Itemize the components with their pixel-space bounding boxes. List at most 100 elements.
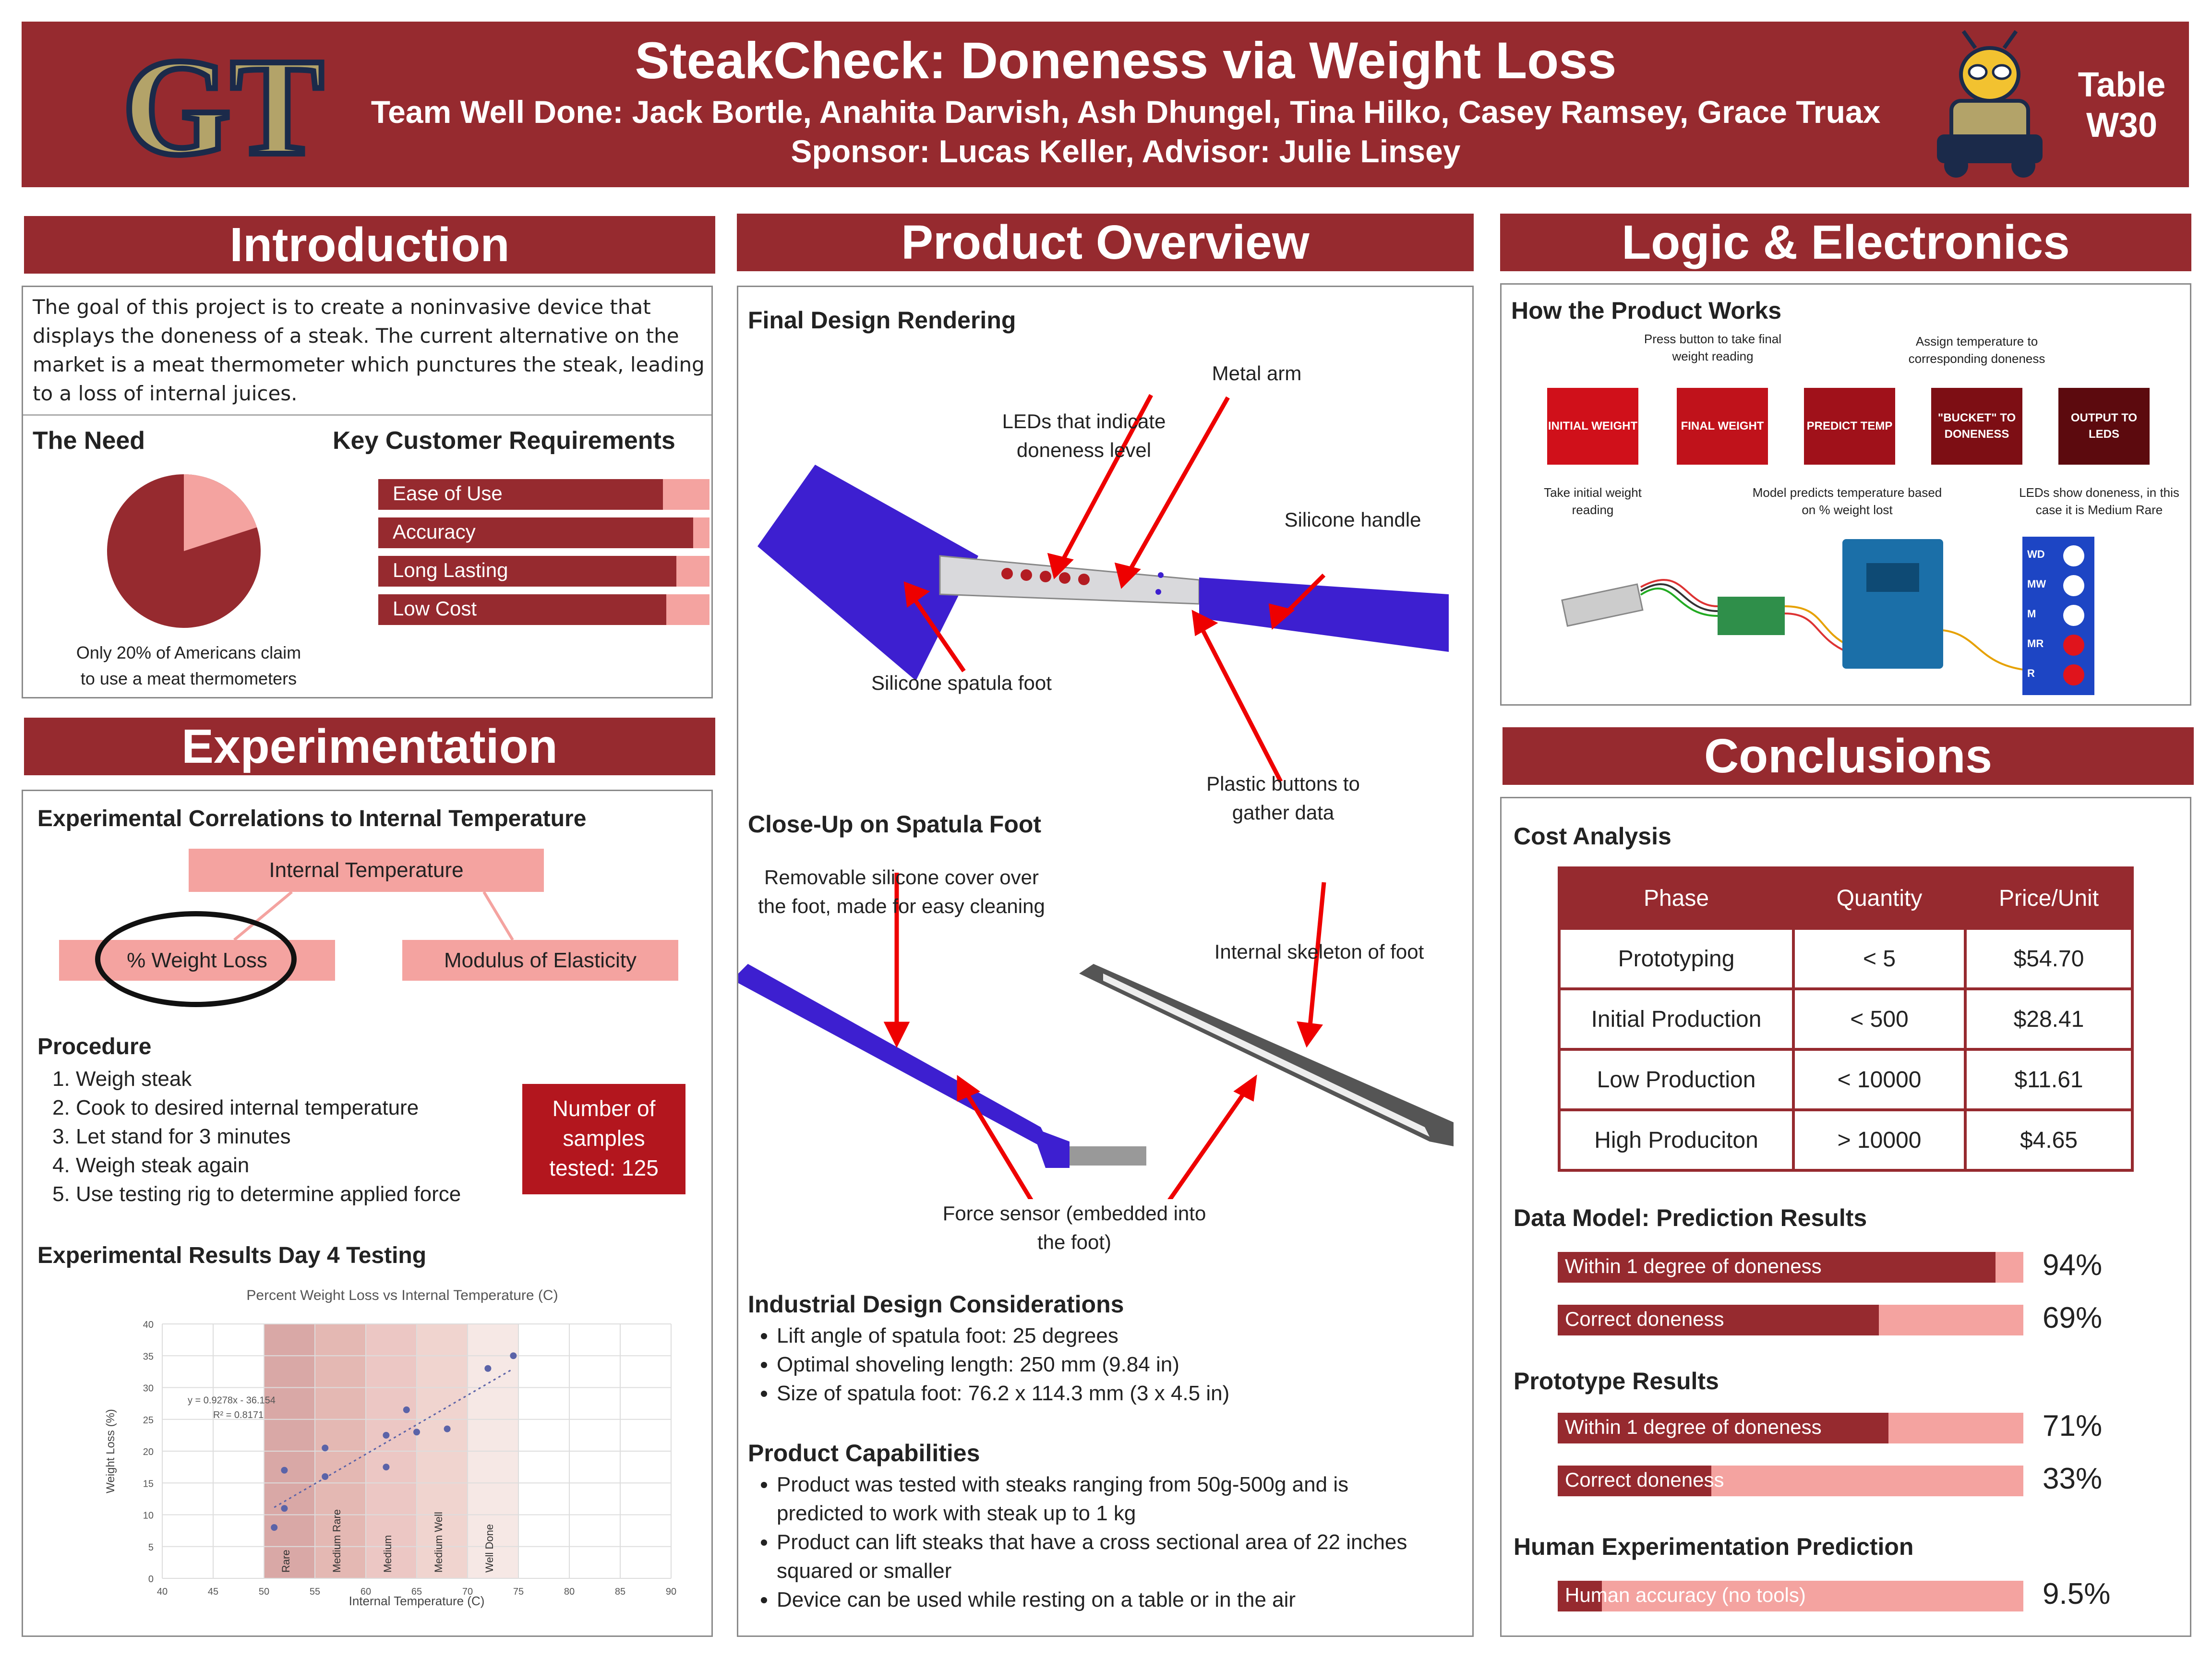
procedure-step: Weigh steak again (76, 1151, 517, 1180)
procedure-steps: Weigh steak Cook to desired internal tem… (37, 1065, 517, 1209)
led-dot (1059, 572, 1070, 584)
capabilities-title: Product Capabilities (748, 1440, 980, 1467)
result-bar-fill (1558, 1581, 1602, 1611)
modulus-box: Modulus of Elasticity (402, 940, 678, 981)
correlation-connectors (233, 890, 514, 941)
data-point (322, 1444, 329, 1452)
x-tick-label: 85 (615, 1587, 625, 1597)
trendline-r2: R² = 0.8171 (213, 1410, 264, 1420)
cost-table: Phase Quantity Price/Unit Prototyping < … (1558, 866, 2134, 1172)
mascot-icon (1937, 30, 2043, 178)
led-row: WD (2022, 541, 2094, 571)
led-indicator (2063, 575, 2084, 596)
req-title: Key Customer Requirements (333, 427, 675, 455)
band-label: Rare (280, 1550, 292, 1573)
led-indicator (2063, 545, 2084, 566)
led-indicator (2063, 635, 2084, 656)
label-cover: Removable silicone cover over the foot, … (758, 866, 1045, 917)
result-bar: Within 1 degree of doneness (1558, 1252, 2023, 1283)
svg-text:GT: GT (122, 31, 324, 175)
closeup-title: Close-Up on Spatula Foot (748, 811, 1042, 838)
data-point (403, 1406, 410, 1413)
sponsor-line: Sponsor: Lucas Keller, Advisor: Julie Li… (791, 133, 1461, 169)
y-tick-label: 15 (143, 1479, 154, 1489)
cost-cell: Low Production (1558, 1048, 1795, 1111)
cost-cell: $54.70 (1964, 927, 2134, 990)
y-tick-label: 5 (148, 1542, 154, 1553)
led-indicator (2063, 605, 2084, 626)
data-point (322, 1473, 329, 1480)
cost-cell: < 10000 (1792, 1048, 1967, 1111)
x-tick-label: 90 (666, 1587, 676, 1597)
data-point (383, 1431, 390, 1439)
table-row: Low Production < 10000 $11.61 (1558, 1048, 2134, 1111)
logic-panel: How the Product Works Press button to ta… (1500, 283, 2191, 706)
label-buttons: Plastic buttons to gather data (1206, 772, 1360, 824)
x-tick-label: 50 (259, 1587, 269, 1597)
y-tick-label: 40 (143, 1320, 154, 1330)
design-item: Lift angle of spatula foot: 25 degrees (777, 1322, 1458, 1350)
need-pie-chart (107, 474, 261, 628)
human-title: Human Experimentation Prediction (1514, 1533, 1914, 1560)
led-label: MW (2027, 578, 2046, 590)
intro-body: The goal of this project is to create a … (33, 295, 705, 405)
pie-slice-thermometer-users (184, 474, 257, 551)
product-panel: Final Design Rendering Metal arm LEDs th… (737, 286, 1474, 1637)
result-percent: 33% (2043, 1462, 2103, 1495)
led-row: R (2022, 661, 2094, 690)
procedure-title: Procedure (37, 1034, 152, 1059)
flow-note-bottom: Take initial weight reading (1544, 485, 1642, 517)
requirement-bar: Ease of Use (378, 479, 709, 510)
data-point (510, 1352, 517, 1359)
result-percent: 94% (2043, 1249, 2103, 1282)
requirement-bar: Long Lasting (378, 556, 709, 587)
flow-note-top: Press button to take final weight readin… (1644, 332, 1782, 363)
cost-header-cell: Phase (1558, 866, 1795, 930)
silicone-handle (1199, 577, 1449, 652)
data-point (413, 1429, 420, 1436)
requirement-bar: Accuracy (378, 517, 709, 548)
cost-cell: Prototyping (1558, 927, 1795, 990)
label-force: Force sensor (embedded into the foot) (942, 1202, 1206, 1253)
electronics-schematic (1561, 539, 2040, 672)
data-point (271, 1524, 278, 1531)
x-tick-label: 45 (208, 1587, 218, 1597)
conclusions-heading: Conclusions (1503, 727, 2194, 785)
design-title: Industrial Design Considerations (748, 1291, 1124, 1318)
design-item: Optimal shoveling length: 250 mm (9.84 i… (777, 1350, 1458, 1379)
requirement-fill (378, 517, 693, 548)
result-percent: 9.5% (2043, 1577, 2111, 1611)
logic-heading: Logic & Electronics (1500, 214, 2191, 271)
led-dot (1001, 568, 1013, 579)
data-point (281, 1505, 288, 1512)
internal-temperature-box: Internal Temperature (189, 849, 544, 892)
flow-step-output-leds: OUTPUT TO LEDS (2058, 388, 2150, 465)
capability-item: Device can be used while resting on a ta… (777, 1586, 1420, 1614)
capabilities-list: Product was tested with steaks ranging f… (738, 1470, 1420, 1614)
y-axis-label: Weight Loss (%) (104, 1409, 117, 1493)
led-row: M (2022, 601, 2094, 631)
render-title: Final Design Rendering (748, 307, 1016, 334)
x-tick-label: 75 (513, 1587, 524, 1597)
data-point (281, 1467, 288, 1474)
led-dot (1021, 569, 1032, 581)
hx711-board-icon (1718, 597, 1785, 635)
data-point (444, 1425, 451, 1432)
table-label: Table W30 (2078, 66, 2166, 144)
result-bar-label: Correct doneness (1565, 1468, 1724, 1491)
cost-cell: < 500 (1792, 987, 1967, 1051)
y-tick-label: 35 (143, 1351, 154, 1362)
intro-heading: Introduction (24, 216, 715, 274)
result-percent: 71% (2043, 1409, 2103, 1443)
x-axis-label: Internal Temperature (C) (349, 1594, 485, 1608)
spatula-closeup (738, 873, 1454, 1199)
requirement-fill (378, 479, 663, 510)
team-line: Team Well Done: Jack Bortle, Anahita Dar… (371, 94, 1881, 130)
y-tick-label: 25 (143, 1415, 154, 1426)
band-label: Medium Rare (331, 1509, 343, 1573)
table-row: Initial Production < 500 $28.41 (1558, 987, 2134, 1051)
data-point (484, 1365, 492, 1372)
x-tick-label: 60 (361, 1587, 371, 1597)
flow-note-bottom: LEDs show doneness, in this case it is M… (2019, 485, 2179, 517)
x-tick-label: 70 (462, 1587, 473, 1597)
